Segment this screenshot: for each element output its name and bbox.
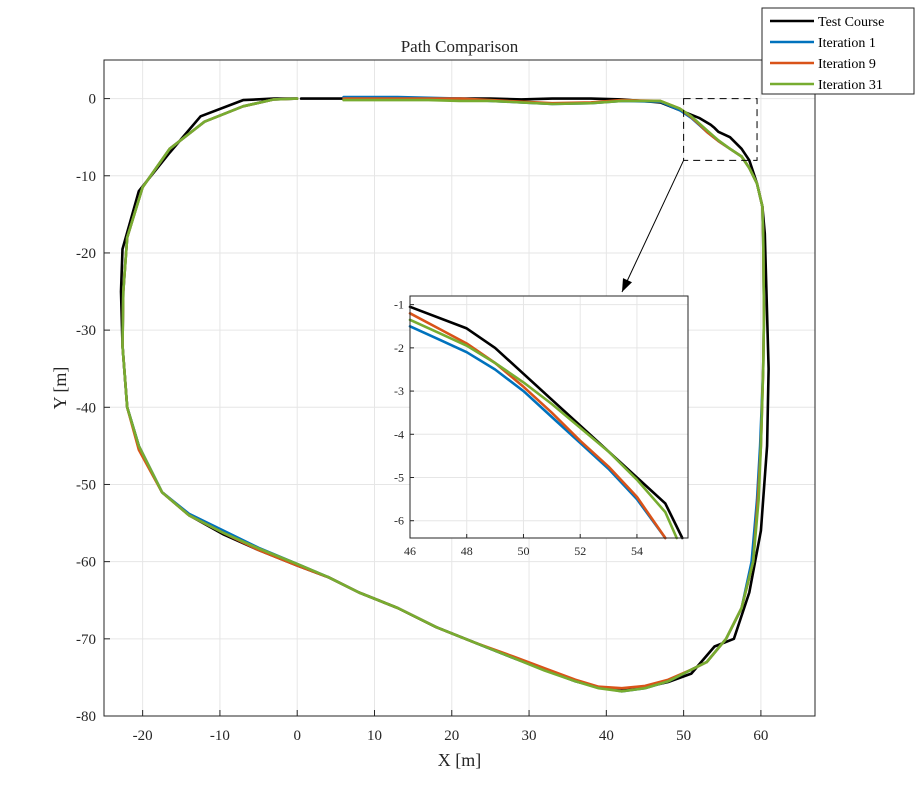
y-tick-label: -40: [76, 400, 96, 416]
chart-title: Path Comparison: [401, 37, 519, 56]
y-tick-labels: 0 -10 -20 -30 -40 -50 -60 -70 -80: [76, 92, 110, 725]
x-tick-label: 20: [444, 728, 459, 744]
y-axis-title: Y [m]: [50, 367, 70, 410]
legend-label: Iteration 9: [818, 57, 876, 72]
inset-x-tick-label: 48: [461, 544, 473, 558]
inset-x-tick-label: 50: [517, 544, 529, 558]
x-tick-label: 60: [753, 728, 768, 744]
inset-series-line-iteration-9: [408, 311, 667, 540]
x-tick-label: 50: [676, 728, 691, 744]
x-tick-label: 0: [293, 728, 301, 744]
zoom-indicator: [621, 98, 758, 293]
legend: Test Course Iteration 1 Iteration 9 Iterati…: [761, 7, 915, 95]
inset-y-tick-label: -6: [394, 514, 404, 528]
y-tick-label: -20: [76, 246, 96, 262]
inset-y-tick-label: -1: [394, 298, 404, 312]
y-tick-label: -70: [76, 632, 96, 648]
inset-y-tick-label: -4: [394, 427, 404, 441]
x-tick-label: -20: [133, 728, 153, 744]
x-tick-label: 10: [367, 728, 382, 744]
inset-y-tick-label: -3: [394, 384, 404, 398]
zoom-inset: 46 48 50 52 54 -1 -2 -3 -4 -5 -6: [394, 295, 689, 558]
inset-background: [410, 296, 688, 538]
legend-label: Iteration 1: [818, 36, 876, 51]
inset-series-line-iteration-31: [408, 318, 679, 540]
x-tick-labels: -20 -10 0 10 20 30 40 50 60: [133, 710, 768, 744]
legend-box: [761, 7, 915, 95]
inset-frame: [409, 295, 689, 539]
x-tick-label: 40: [599, 728, 614, 744]
y-tick-label: -10: [76, 169, 96, 185]
inset-x-tick-label: 46: [404, 544, 416, 558]
inset-y-tick-label: -2: [394, 341, 404, 355]
inset-series-line-test-course: [408, 305, 684, 540]
series-lines: [119, 95, 770, 693]
y-tick-label: -50: [76, 477, 96, 493]
inset-x-tick-label: 54: [631, 544, 643, 558]
inset-series-line-iteration-1: [408, 324, 667, 540]
series-line-iteration-31: [121, 97, 766, 693]
zoom-arrow-head: [622, 278, 632, 292]
legend-label: Iteration 31: [818, 78, 883, 93]
inset-y-tick-label: -5: [394, 471, 404, 485]
x-axis-title: X [m]: [438, 750, 482, 770]
inset-x-tick-label: 52: [574, 544, 586, 558]
x-tick-label: 30: [522, 728, 537, 744]
x-tick-label: -10: [210, 728, 230, 744]
y-tick-label: -80: [76, 709, 96, 725]
y-tick-label: -60: [76, 555, 96, 571]
zoom-arrow-line: [621, 160, 685, 293]
zoom-region-box: [683, 98, 758, 161]
y-tick-label: 0: [89, 92, 97, 108]
plot-frame: [103, 59, 816, 717]
y-tick-label: -30: [76, 323, 96, 339]
legend-label: Test Course: [818, 15, 884, 30]
